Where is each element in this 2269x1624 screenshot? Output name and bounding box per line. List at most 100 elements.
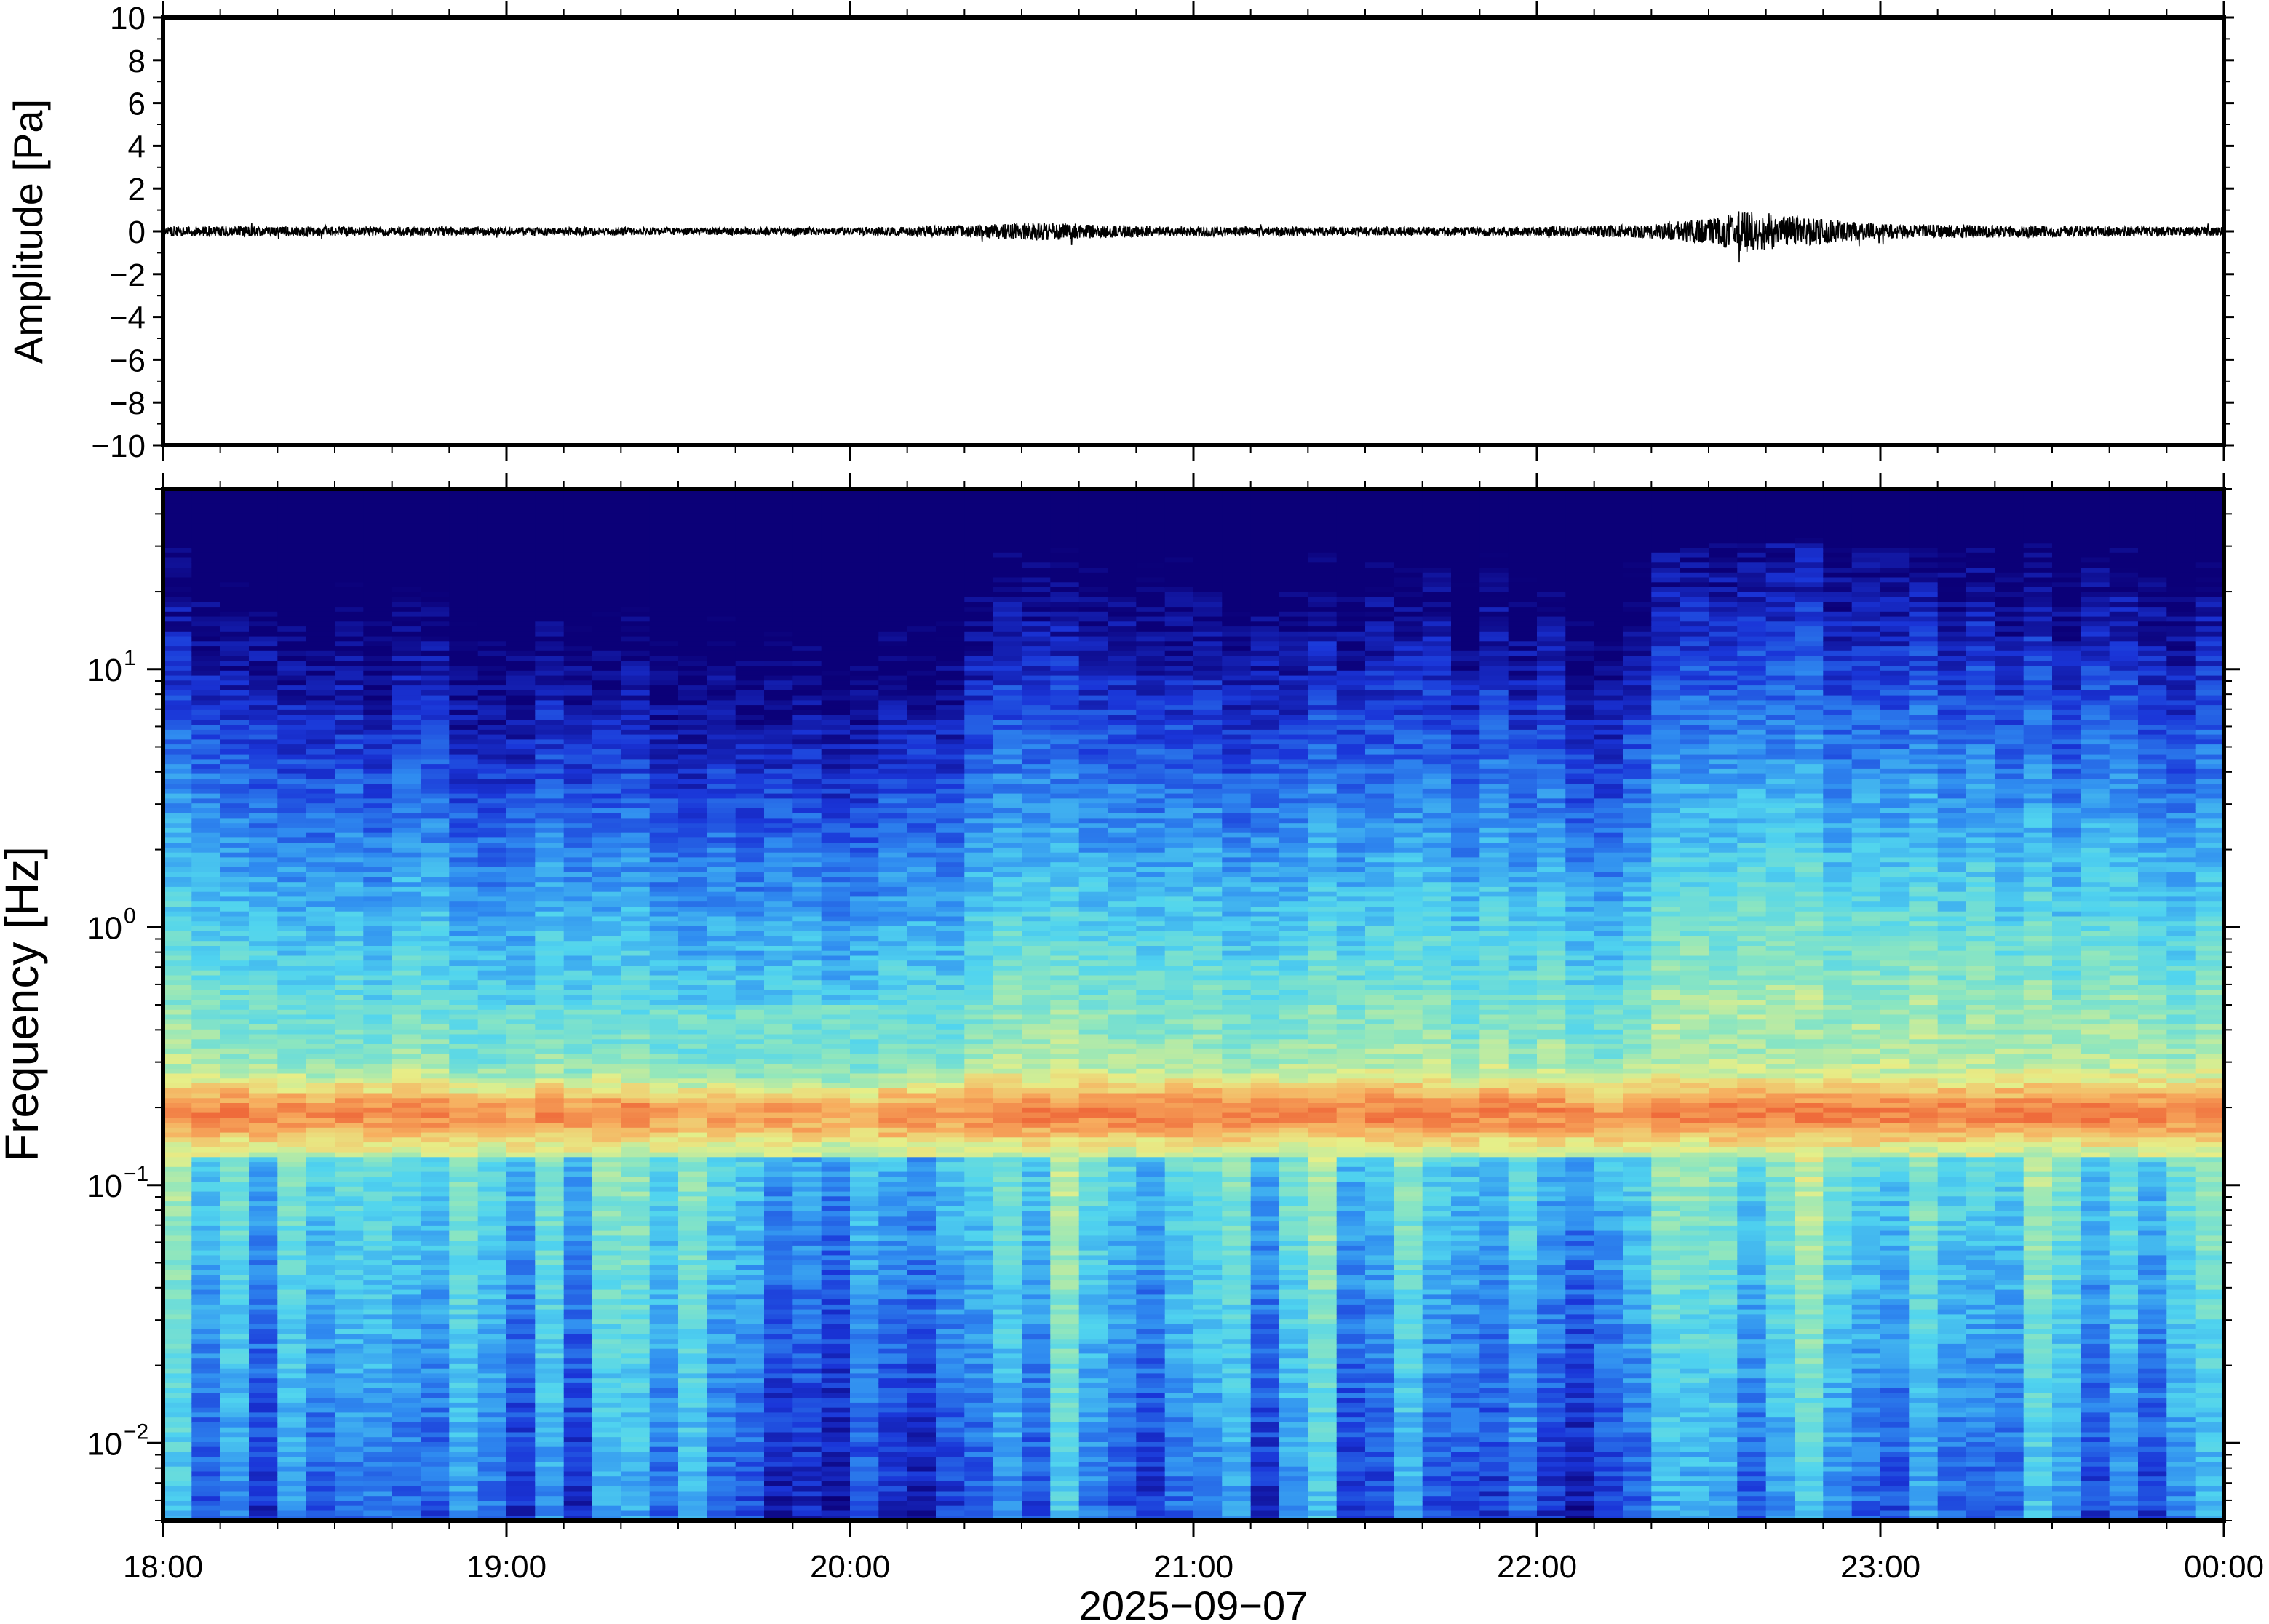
- spectrogram-cell: [621, 1137, 651, 1143]
- spectrogram-cell: [421, 1225, 450, 1232]
- spectrogram-cell: [163, 1314, 193, 1320]
- spectrogram-cell: [649, 1358, 679, 1364]
- spectrogram-cell: [249, 941, 279, 947]
- spectrogram-cell: [163, 611, 193, 618]
- spectrogram-cell: [649, 1147, 679, 1153]
- spectrogram-cell: [506, 543, 536, 549]
- spectrogram-cell: [363, 695, 393, 701]
- spectrogram-cell: [649, 1452, 679, 1458]
- spectrogram-cell: [449, 911, 479, 918]
- spectrogram-cell: [163, 1162, 193, 1168]
- spectrogram-cell: [335, 985, 365, 991]
- spectrogram-cell: [821, 636, 851, 642]
- spectrogram-cell: [363, 616, 393, 623]
- spectrogram-cell: [592, 1206, 622, 1212]
- spectrogram-cell: [163, 685, 193, 691]
- spectrogram-cell: [163, 1054, 193, 1060]
- spectrogram-cell: [306, 1417, 335, 1423]
- spectrogram-cell: [477, 1186, 507, 1193]
- spectrogram-cell: [678, 685, 708, 691]
- spectrogram-cell: [707, 1265, 736, 1271]
- spectrogram-cell: [764, 552, 794, 559]
- spectrogram-cell: [792, 1462, 822, 1468]
- spectrogram-cell: [735, 1339, 765, 1345]
- spectrogram-cell: [163, 1245, 193, 1251]
- spectrogram-cell: [649, 749, 679, 755]
- spectrogram-cell: [191, 911, 221, 918]
- spectrogram-cell: [477, 1442, 507, 1448]
- spectrogram-cell: [735, 921, 765, 927]
- spectrogram-cell: [477, 788, 507, 795]
- spectrogram-cell: [649, 1241, 679, 1246]
- spectrogram-cell: [764, 1334, 794, 1340]
- spectrogram-cell: [449, 1334, 479, 1340]
- spectrogram-cell: [335, 1048, 365, 1055]
- spectrogram-cell: [277, 493, 307, 500]
- spectrogram-cell: [707, 960, 736, 966]
- spectrogram-cell: [792, 1378, 822, 1384]
- spectrogram-cell: [421, 1398, 450, 1404]
- spectrogram-cell: [649, 813, 679, 819]
- spectrogram-cell: [449, 1407, 479, 1414]
- spectrogram-cell: [764, 1201, 794, 1207]
- spectrogram-cell: [707, 1353, 736, 1359]
- spectrogram-cell: [649, 1059, 679, 1064]
- spectrogram-cell: [477, 980, 507, 986]
- spectrogram-cell: [735, 1427, 765, 1433]
- spectrogram-cell: [678, 1505, 708, 1512]
- spectrogram-cell: [421, 1510, 450, 1517]
- spectrogram-cell: [163, 1275, 193, 1281]
- spectrogram-cell: [678, 1162, 708, 1168]
- spectrogram-cell: [735, 592, 765, 598]
- spectrogram-cell: [764, 1368, 794, 1374]
- spectrogram-cell: [563, 695, 593, 701]
- spectrogram-cell: [735, 1196, 765, 1202]
- spectrogram-cell: [220, 641, 250, 647]
- spectrogram-cell: [621, 823, 651, 829]
- spectrogram-cell: [191, 754, 221, 760]
- spectrogram-cell: [163, 557, 193, 564]
- spectrogram-cell: [277, 715, 307, 721]
- spectrogram-cell: [363, 1289, 393, 1296]
- spectrogram-cell: [220, 621, 250, 627]
- spectrogram-cell: [392, 592, 421, 598]
- spectrogram-cell: [563, 1299, 593, 1305]
- spectrogram-cell: [506, 1289, 536, 1296]
- spectrogram-cell: [392, 1353, 421, 1359]
- spectrogram-cell: [220, 700, 250, 706]
- spectrogram-cell: [707, 1118, 736, 1123]
- spectrogram-cell: [306, 749, 335, 755]
- spectrogram-cell: [449, 1182, 479, 1187]
- spectrogram-cell: [764, 1255, 794, 1261]
- spectrogram-cell: [277, 1123, 307, 1129]
- spectrogram-cell: [792, 985, 822, 991]
- spectrogram-cell: [621, 1309, 651, 1315]
- spectrogram-cell: [563, 1358, 593, 1364]
- spectrogram-cell: [678, 1314, 708, 1320]
- spectrogram-cell: [535, 843, 565, 848]
- spectrogram-cell: [363, 798, 393, 804]
- spectrogram-cell: [707, 995, 736, 1001]
- spectrogram-cell: [621, 803, 651, 809]
- spectrogram-cell: [392, 1206, 421, 1212]
- spectrogram-cell: [277, 901, 307, 907]
- spectrogram-cell: [621, 1107, 651, 1114]
- spectrogram-cell: [421, 548, 450, 554]
- spectrogram-cell: [477, 843, 507, 848]
- spectrogram-cell: [191, 867, 221, 873]
- spectrogram-cell: [707, 1471, 736, 1478]
- spectrogram-cell: [678, 1471, 708, 1478]
- spectrogram-cell: [363, 1314, 393, 1320]
- spectrogram-cell: [220, 788, 250, 795]
- spectrogram-cell: [678, 1098, 708, 1104]
- spectrogram-cell: [678, 1103, 708, 1109]
- spectrogram-cell: [363, 493, 393, 500]
- spectrogram-cell: [592, 1432, 622, 1438]
- spectrogram-cell: [649, 552, 679, 559]
- spectrogram-cell: [707, 518, 736, 525]
- spectrogram-cell: [477, 1078, 507, 1084]
- spectrogram-cell: [621, 1348, 651, 1355]
- spectrogram-cell: [191, 1363, 221, 1369]
- spectrogram-cell: [506, 1388, 536, 1394]
- spectrogram-cell: [649, 1402, 679, 1409]
